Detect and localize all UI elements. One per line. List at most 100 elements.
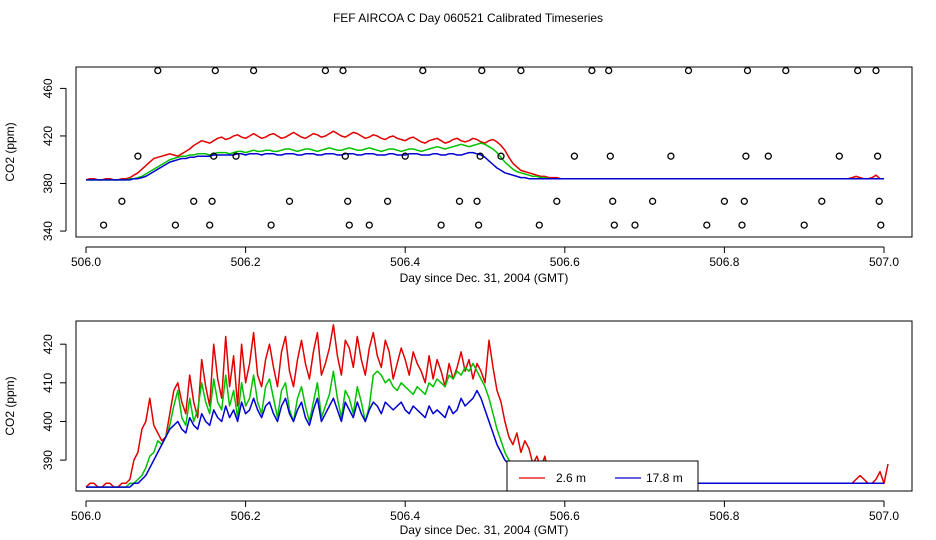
y-axis-bottom: 390 400 410 420	[41, 334, 67, 470]
data-point-marker	[742, 152, 750, 160]
x-tick-label-top: 506.6	[550, 255, 580, 269]
x-tick-label-top: 507.0	[869, 255, 899, 269]
data-point-marker	[570, 152, 579, 160]
x-axis-top: 506.0 506.2 506.4 506.6 506.8 507.0	[71, 246, 899, 269]
data-point-marker	[875, 197, 883, 205]
data-point-marker	[835, 152, 843, 160]
y-tick-label-bottom: 410	[41, 372, 55, 392]
data-point-marker	[341, 152, 349, 160]
series-group-bottom	[85, 324, 889, 488]
data-point-marker	[610, 221, 618, 229]
data-point-marker	[455, 197, 464, 205]
data-point-marker	[684, 66, 693, 75]
data-point-marker	[605, 66, 613, 75]
x-axis-bottom: 506.0 506.2 506.4 506.6 506.8 507.0	[71, 500, 899, 523]
data-point-marker	[365, 221, 373, 229]
data-point-marker	[437, 221, 445, 229]
data-point-marker	[345, 221, 353, 229]
data-point-marker	[419, 66, 427, 75]
data-point-marker	[517, 66, 525, 75]
data-point-marker	[609, 197, 617, 205]
data-point-marker	[118, 197, 126, 205]
data-point-marker	[344, 197, 352, 205]
x-tick-label-bottom: 506.0	[71, 509, 101, 523]
data-point-marker	[535, 221, 543, 229]
data-point-marker	[210, 152, 218, 160]
data-point-marker	[720, 197, 729, 205]
data-point-marker	[738, 221, 746, 229]
data-point-marker	[818, 197, 826, 205]
x-tick-label-bottom: 506.6	[550, 509, 580, 523]
x-tick-label-top: 506.0	[71, 255, 101, 269]
legend-box	[506, 460, 699, 492]
data-point-marker	[383, 197, 392, 205]
x-tick-label-bottom: 506.2	[231, 509, 261, 523]
x-axis-label-bottom: Day since Dec. 31, 2004 (GMT)	[400, 523, 569, 537]
data-point-marker	[703, 221, 711, 229]
data-point-marker	[401, 152, 409, 160]
data-point-marker	[764, 152, 772, 160]
panel-bottom: 506.0 506.2 506.4 506.6 506.8 507.0 390 400 410…	[3, 320, 913, 537]
x-axis-label-top: Day since Dec. 31, 2004 (GMT)	[400, 271, 569, 285]
data-point-marker	[211, 66, 219, 75]
data-point-marker	[497, 152, 505, 160]
panel-top: 506.0 506.2 506.4 506.6 506.8 507.0 340 380 420…	[3, 66, 913, 285]
y-tick-label-bottom: 390	[41, 450, 55, 470]
chart-title: FEF AIRCOA C Day 060521 Calibrated Times…	[333, 11, 603, 25]
x-tick-label-bottom: 507.0	[869, 509, 899, 523]
y-axis-label-bottom: CO2 (ppm)	[3, 376, 17, 435]
data-point-marker	[873, 152, 882, 160]
legend-label-2-6m: 2.6 m	[556, 471, 586, 485]
data-point-marker	[474, 221, 483, 229]
data-point-marker	[631, 221, 639, 229]
data-point-marker	[99, 221, 108, 229]
plot-frame-top	[75, 66, 913, 238]
series-group-top	[85, 130, 884, 181]
y-tick-label-top: 380	[41, 173, 55, 193]
data-point-marker	[154, 66, 162, 75]
x-tick-label-top: 506.8	[709, 255, 739, 269]
y-tick-label-top: 460	[41, 78, 55, 98]
x-tick-label-top: 506.2	[231, 255, 261, 269]
data-point-marker	[667, 152, 675, 160]
data-point-marker	[743, 66, 752, 75]
x-tick-label-top: 506.4	[390, 255, 420, 269]
y-tick-label-bottom: 420	[41, 334, 55, 354]
x-tick-label-bottom: 506.8	[709, 509, 739, 523]
data-point-marker	[648, 197, 657, 205]
data-point-marker	[321, 66, 330, 75]
data-point-marker	[782, 66, 790, 75]
data-point-marker	[473, 197, 481, 205]
data-point-marker	[800, 221, 808, 229]
data-point-marker	[190, 197, 198, 205]
data-point-marker	[877, 221, 885, 229]
data-point-marker	[606, 152, 614, 160]
y-tick-label-top: 340	[41, 221, 55, 241]
data-point-marker	[339, 66, 347, 75]
legend: 2.6 m 17.8 m	[506, 460, 699, 492]
data-point-marker	[476, 152, 484, 160]
plot-frame-bottom	[75, 320, 913, 492]
data-point-marker	[232, 152, 240, 160]
x-tick-label-bottom: 506.4	[390, 509, 420, 523]
data-point-marker	[740, 197, 748, 205]
legend-label-17-8m: 17.8 m	[646, 471, 683, 485]
data-point-marker	[285, 197, 294, 205]
data-point-marker	[171, 221, 180, 229]
data-point-marker	[206, 221, 214, 229]
data-point-marker	[267, 221, 275, 229]
data-point-marker	[134, 152, 142, 160]
series-line-17-8-m-bottom	[86, 389, 884, 488]
data-point-marker	[854, 66, 862, 75]
data-point-marker	[249, 66, 258, 75]
y-tick-label-top: 420	[41, 126, 55, 146]
data-point-marker	[588, 66, 596, 75]
y-axis-label-top: CO2 (ppm)	[3, 122, 17, 181]
series-line-17-8-m-top	[86, 151, 884, 181]
data-point-marker	[478, 66, 486, 75]
data-point-marker	[208, 197, 216, 205]
data-point-marker	[553, 197, 561, 205]
marker-group-top	[99, 66, 885, 229]
y-axis-top: 340 380 420 460	[41, 78, 67, 241]
